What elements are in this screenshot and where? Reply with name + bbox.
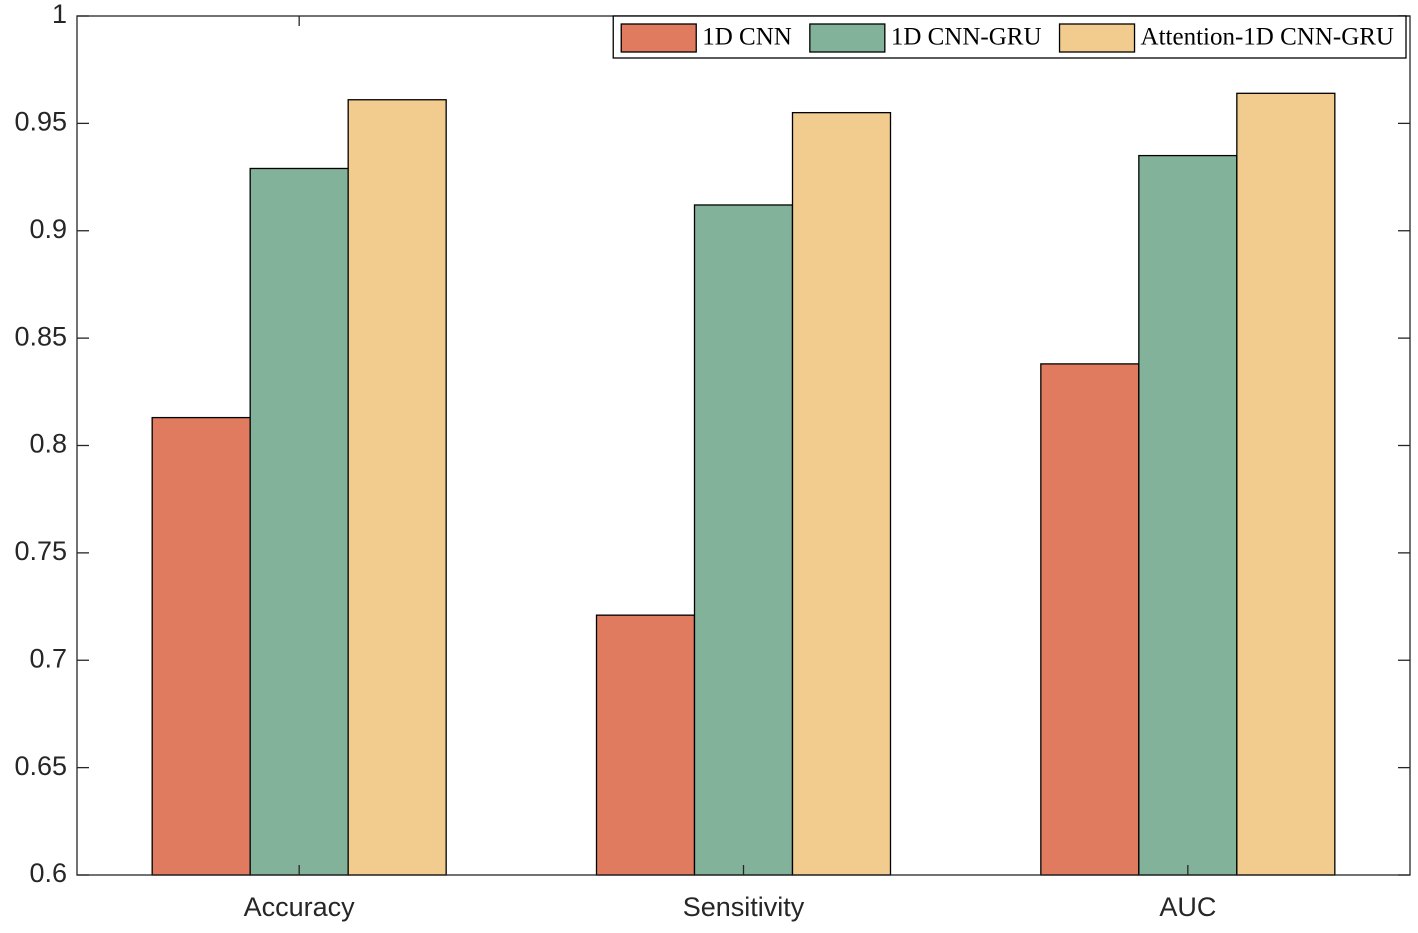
legend-swatch xyxy=(809,23,886,53)
bar xyxy=(1040,363,1140,876)
legend-swatch xyxy=(1058,23,1136,53)
bar xyxy=(347,99,447,876)
bar xyxy=(693,204,794,876)
x-tick-label: AUC xyxy=(1159,892,1216,922)
y-tick-label: 0.8 xyxy=(29,429,67,459)
legend-swatch xyxy=(620,23,697,53)
y-tick-label: 0.85 xyxy=(14,321,67,351)
y-tick-label: 0.9 xyxy=(29,214,67,244)
x-tick-label: Accuracy xyxy=(244,892,356,922)
y-tick-label: 0.7 xyxy=(29,643,67,673)
y-tick-label: 0.95 xyxy=(14,107,67,137)
legend-label: Attention-1D CNN-GRU xyxy=(1141,24,1394,51)
legend: 1D CNN 1D CNN-GRU Attention-1D CNN-GRU xyxy=(612,15,1407,59)
bar xyxy=(249,167,349,876)
legend-box xyxy=(612,15,1407,59)
bar xyxy=(595,614,696,876)
bar xyxy=(151,416,251,876)
y-tick-label: 0.6 xyxy=(29,858,67,888)
y-tick-label: 0.65 xyxy=(14,751,67,781)
bar xyxy=(1138,154,1238,876)
y-tick-label: 0.75 xyxy=(14,536,67,566)
x-tick-label: Sensitivity xyxy=(683,892,805,922)
legend-label: 1D CNN-GRU xyxy=(891,24,1042,51)
bar xyxy=(1236,92,1336,876)
bar xyxy=(791,111,892,876)
legend-label: 1D CNN xyxy=(702,24,792,51)
y-tick-label: 1 xyxy=(52,0,67,29)
